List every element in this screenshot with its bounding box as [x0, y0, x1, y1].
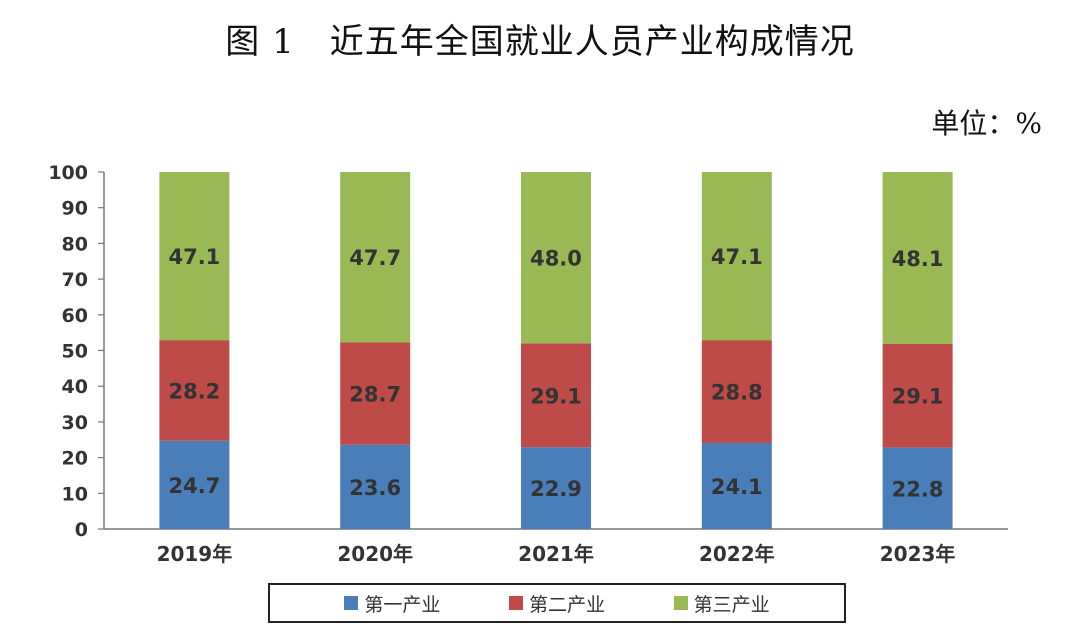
y-tick-label: 30 — [62, 412, 88, 434]
bar-segment — [159, 172, 230, 341]
bar-segment — [701, 340, 772, 443]
bar-segment — [701, 172, 772, 341]
bar-segment — [159, 340, 230, 441]
bar-segment — [340, 172, 411, 343]
y-tick-label: 90 — [62, 198, 88, 220]
x-tick-label: 2022年 — [699, 542, 775, 566]
data-label: 47.1 — [711, 245, 763, 269]
data-label: 22.8 — [892, 477, 944, 501]
y-tick-label: 100 — [48, 162, 88, 184]
y-tick-label: 50 — [62, 341, 88, 363]
y-tick-label: 80 — [62, 233, 88, 255]
data-label: 22.9 — [530, 477, 582, 501]
x-tick-label: 2023年 — [880, 542, 956, 566]
legend-label-secondary: 第二产业 — [528, 593, 605, 616]
legend-swatch-tertiary — [673, 596, 688, 610]
x-tick-label: 2021年 — [518, 542, 594, 566]
x-tick-label: 2019年 — [157, 542, 233, 566]
legend-item-secondary: 第二产业 — [508, 590, 605, 617]
data-label: 48.1 — [892, 247, 944, 271]
data-label: 24.1 — [711, 475, 763, 499]
data-label: 23.6 — [349, 476, 401, 500]
bar-segment — [340, 342, 411, 445]
y-tick-label: 20 — [62, 448, 88, 470]
data-label: 29.1 — [892, 385, 944, 409]
bar-segment — [521, 343, 591, 448]
y-tick-label: 40 — [62, 376, 88, 398]
data-label: 29.1 — [530, 384, 582, 408]
bar-segment — [159, 440, 230, 529]
x-tick-label: 2020年 — [337, 542, 413, 566]
chart-legend: 第一产业 第二产业 第三产业 — [268, 583, 846, 623]
data-label: 28.7 — [349, 383, 401, 407]
legend-swatch-secondary — [508, 596, 523, 610]
bar-segment — [521, 447, 591, 529]
bar-segment — [521, 172, 591, 344]
bar-segment — [882, 343, 953, 448]
y-tick-label: 0 — [75, 519, 88, 541]
bar-segment — [340, 444, 411, 529]
legend-label-tertiary: 第三产业 — [693, 593, 770, 616]
bar-segment — [882, 172, 953, 344]
legend-item-primary: 第一产业 — [344, 590, 440, 617]
bar-segment — [882, 447, 953, 529]
unit-label: 单位：% — [931, 107, 1042, 140]
data-label: 28.8 — [711, 381, 763, 405]
legend-item-tertiary: 第三产业 — [673, 590, 770, 617]
y-tick-label: 70 — [62, 269, 88, 291]
data-label: 28.2 — [168, 379, 220, 403]
data-label: 47.7 — [349, 246, 401, 270]
y-tick-label: 10 — [62, 483, 88, 505]
data-label: 48.0 — [530, 247, 582, 271]
bar-segment — [701, 442, 772, 529]
legend-label-primary: 第一产业 — [364, 593, 441, 616]
data-label: 24.7 — [168, 474, 220, 498]
legend-swatch-primary — [344, 596, 359, 610]
data-label: 47.1 — [168, 245, 220, 269]
y-tick-label: 60 — [62, 305, 88, 327]
chart-title: 图 1 近五年全国就业人员产业构成情况 — [225, 22, 855, 62]
